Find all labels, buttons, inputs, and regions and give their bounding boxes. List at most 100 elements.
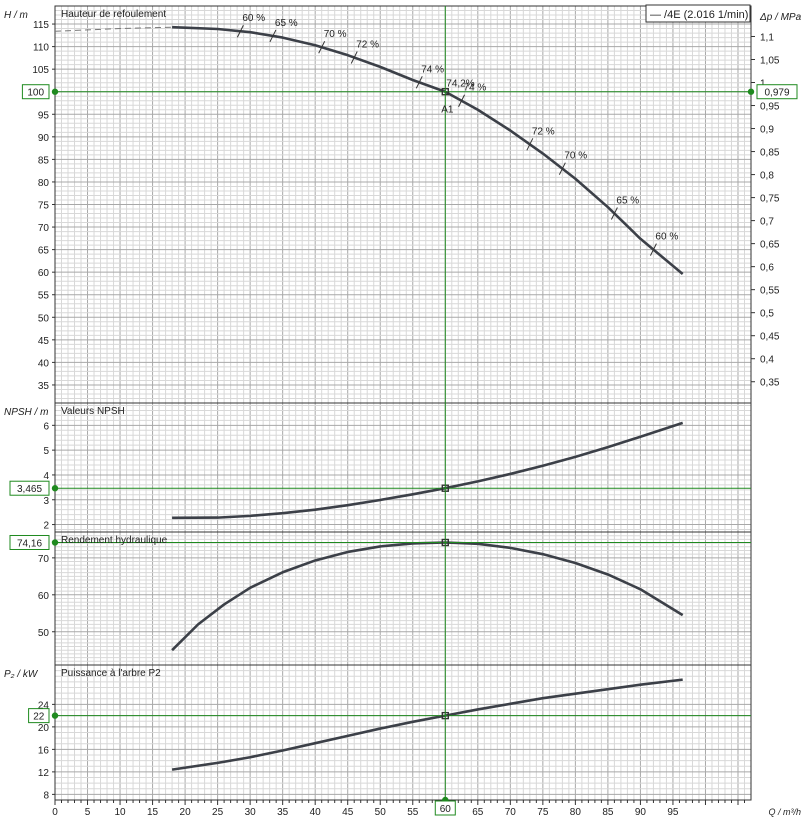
right-tick-label: 0,85 [760, 148, 780, 159]
curve-power [171, 678, 683, 771]
y-tick-label-head: 55 [38, 291, 50, 302]
curve-efficiency [171, 541, 684, 652]
y-tick-label-power: 8 [43, 790, 49, 801]
efficiency-iso-label: 72 % [532, 126, 555, 137]
efficiency-iso-tick [558, 162, 566, 175]
efficiency-iso-label: 70 % [324, 29, 347, 40]
right-tick-label: 1,1 [760, 32, 774, 43]
x-tick-label: 40 [310, 807, 322, 818]
x-tick-label: 20 [180, 807, 192, 818]
curve-extension-dashed [54, 26, 173, 32]
operating-value-npsh: 3,465 [17, 484, 42, 495]
y-tick-label-head: 95 [38, 110, 50, 121]
operating-value-box [28, 708, 50, 724]
y-tick-label-head: 90 [38, 133, 50, 144]
efficiency-iso-tick [458, 94, 465, 107]
curves-layer [51, 6, 755, 804]
curve-head [172, 25, 684, 275]
operating-value-right: 0,979 [764, 88, 789, 99]
efficiency-iso-tick [318, 41, 326, 54]
operating-point-label: A1 [441, 105, 454, 116]
y-tick-label-npsh: 5 [43, 446, 49, 457]
operating-efficiency-label: 74,2% [446, 79, 474, 90]
x-tick-label: 5 [85, 807, 91, 818]
right-tick-label: 0,75 [760, 194, 780, 205]
operating-value-box [21, 84, 50, 100]
panel-title-npsh: Valeurs NPSH [61, 406, 125, 417]
operating-value-box [9, 534, 50, 550]
efficiency-iso-label: 70 % [564, 151, 587, 162]
text-layer: 354045505560657075808590951001051101150,… [4, 9, 802, 818]
operating-dot-left [51, 485, 59, 492]
right-tick-label: 0,45 [760, 332, 780, 343]
x-tick-label: 15 [147, 807, 159, 818]
y-tick-label-head: 70 [38, 223, 50, 234]
y-axis-label-npsh: NPSH / m [4, 407, 48, 418]
x-tick-label: 95 [667, 807, 679, 818]
y-tick-label-power: 24 [38, 700, 50, 711]
y-tick-label-head: 85 [38, 155, 50, 166]
y-tick-label-efficiency: 70 [38, 554, 50, 565]
right-tick-label: 0,9 [760, 125, 774, 136]
x-tick-label: 45 [342, 807, 354, 818]
right-tick-label: 1,05 [760, 55, 780, 66]
right-tick-label: 0,5 [760, 309, 774, 320]
y-tick-label-head: 65 [38, 246, 50, 257]
operating-value-box [9, 480, 50, 496]
x-axis-label: Q / m³/h [768, 807, 801, 817]
operating-value-head: 100 [27, 88, 44, 99]
right-tick-label: 0,6 [760, 263, 774, 274]
x-tick-label: 75 [537, 807, 549, 818]
x-tick-label: 65 [472, 807, 484, 818]
panel-title-efficiency: Rendement hydraulique [61, 535, 168, 546]
x-tick-label: 30 [245, 807, 257, 818]
curve-npsh [172, 421, 684, 520]
x-tick-label: 0 [52, 807, 58, 818]
panel-frame-power [54, 664, 752, 801]
legend: — /4E (2.016 1/min) [645, 4, 751, 23]
y-tick-label-power: 12 [38, 768, 50, 779]
operating-dot-left [51, 539, 59, 546]
y-axis-label-head: H / m [4, 10, 28, 21]
x-tick-label: 10 [114, 807, 126, 818]
operating-value-power: 22 [33, 712, 45, 723]
y-tick-label-npsh: 3 [43, 496, 49, 507]
right-tick-label: 1 [760, 79, 766, 90]
y-tick-label-head: 105 [32, 65, 49, 76]
y-tick-label-head: 110 [33, 43, 49, 54]
panel-title-power: Puissance à l'arbre P2 [61, 668, 161, 679]
x-tick-label: 90 [635, 807, 647, 818]
x-tick-label: 55 [407, 807, 419, 818]
x-tick-label: 85 [602, 807, 614, 818]
x-operating-value: 60 [440, 804, 452, 815]
operating-value-box [756, 84, 798, 100]
right-tick-label: 0,7 [760, 217, 774, 228]
operating-dot-right [747, 88, 755, 95]
efficiency-iso-label: 65 % [275, 18, 298, 29]
y-tick-label-head: 80 [38, 178, 50, 189]
efficiency-iso-tick [236, 24, 244, 38]
efficiency-iso-tick [415, 76, 423, 89]
panel-title-head: Hauteur de refoulement [61, 9, 166, 20]
y-tick-label-npsh: 2 [43, 521, 49, 532]
y-tick-label-power: 20 [38, 723, 50, 734]
right-tick-label: 0,35 [760, 378, 780, 389]
legend-label: — /4E (2.016 1/min) [650, 9, 748, 21]
y-tick-label-head: 40 [38, 358, 50, 369]
operating-value-efficiency: 74,16 [17, 538, 42, 549]
efficiency-iso-label: 74 % [421, 64, 444, 75]
y-tick-label-efficiency: 50 [38, 628, 50, 639]
y-tick-label-power: 16 [38, 745, 50, 756]
y-tick-label-head: 60 [38, 268, 50, 279]
efficiency-iso-label: 60 % [655, 232, 678, 243]
efficiency-iso-tick [350, 51, 358, 64]
y-tick-label-head: 115 [33, 20, 49, 31]
y-axis-label-power: P₂ / kW [4, 669, 39, 680]
right-tick-label: 0,4 [760, 355, 774, 366]
efficiency-iso-tick [526, 138, 534, 151]
efficiency-iso-label: 65 % [616, 196, 639, 207]
x-tick-label: 25 [212, 807, 224, 818]
efficiency-iso-tick [649, 243, 657, 256]
efficiency-iso-label: 60 % [242, 13, 265, 24]
